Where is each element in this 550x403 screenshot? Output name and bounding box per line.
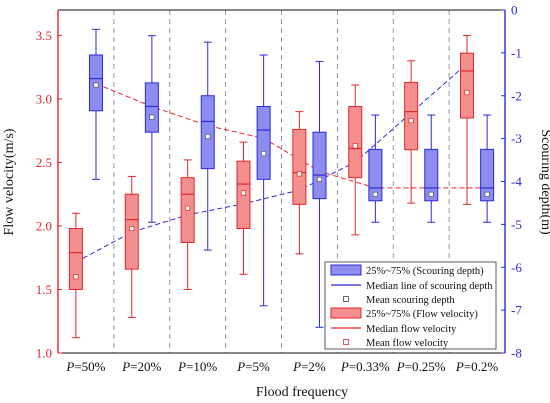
x-tick-label: P=2% <box>292 359 326 374</box>
depth-box-mean-marker <box>205 133 211 140</box>
legend: 25%~75% (Scouring depth) Median line of … <box>324 261 497 350</box>
depth-box-iqr-box <box>312 131 327 200</box>
grid-layer <box>113 10 450 353</box>
y-left-tick-label: 1.5 <box>36 282 52 297</box>
y-left-tick-label: 2.0 <box>36 218 52 233</box>
depth-box-mean-marker <box>93 82 99 88</box>
y-left-tick-label: 2.5 <box>36 155 52 170</box>
legend-velocity-box-swatch <box>330 307 362 319</box>
trend-layer <box>75 63 488 263</box>
axis-layer: 1.0 1.5 2.0 2.5 3.0 3.5 0 -1 -2 -3 -4 -5 -6 -7 -8 P=50%… <box>36 3 523 375</box>
legend-velocity-box-label: 25%~75% (Flow velocity) <box>366 309 478 320</box>
y-right-tick-label: -8 <box>511 346 522 361</box>
legend-depth-mean-label: Mean scouring depth <box>366 295 455 306</box>
depth-box-iqr-box <box>144 82 159 133</box>
legend-depth-mean-swatch <box>343 296 349 302</box>
y-right-tick-label: -2 <box>511 88 522 103</box>
x-axis-title: Flood frequency <box>256 385 348 400</box>
velocity-median-trend-line <box>95 83 488 189</box>
y-axis-left-title: Flow velocity(m/s) <box>2 128 17 235</box>
velocity-box-iqr-box <box>460 52 475 119</box>
legend-frame <box>324 261 497 350</box>
y-right-tick-label: -5 <box>511 217 522 232</box>
box-layer <box>68 28 495 339</box>
velocity-box-iqr-box <box>292 128 307 205</box>
velocity-box-iqr-box <box>68 228 83 290</box>
x-tick-label: P=0.33% <box>340 359 390 374</box>
velocity-box-mean-marker <box>352 143 358 149</box>
velocity-box-mean-marker <box>408 117 414 124</box>
y-right-tick-label: -6 <box>511 260 522 275</box>
x-tick-label: P=20% <box>121 359 161 374</box>
y-right-tick-label: -3 <box>511 131 522 146</box>
depth-box-mean-marker <box>316 176 323 182</box>
depth-box-mean-marker <box>372 191 378 197</box>
legend-depth-box-label: 25%~75% (Scouring depth) <box>366 266 484 277</box>
y-right-tick-label: 0 <box>511 3 518 18</box>
depth-box-mean-marker <box>149 114 155 120</box>
legend-depth-box-swatch <box>330 264 362 276</box>
depth-box-mean-marker <box>261 151 267 157</box>
y-left-tick-label: 1.0 <box>36 346 52 361</box>
legend-velocity-mean-label: Mean flow velocity <box>366 338 449 349</box>
y-axis-right-title: Scouring depth(m) <box>538 129 550 235</box>
y-left-tick-label: 3.5 <box>36 28 52 43</box>
x-tick-label: P=0.2% <box>455 359 499 374</box>
y-right-tick-label: -1 <box>511 45 522 60</box>
x-tick-label: P=5% <box>236 359 270 374</box>
x-tick-label: P=0.25% <box>396 359 446 374</box>
velocity-box-iqr-box <box>124 193 139 270</box>
velocity-box-mean-marker <box>464 90 470 96</box>
velocity-box-mean-marker <box>185 205 191 211</box>
x-tick-label: P=50% <box>65 359 105 374</box>
legend-velocity-mean-swatch <box>343 339 349 345</box>
y-right-tick-label: -4 <box>511 174 522 189</box>
velocity-box-mean-marker <box>296 171 302 177</box>
velocity-box-mean-marker <box>240 190 247 196</box>
velocity-box-mean-marker <box>73 274 79 280</box>
depth-box-mean-marker <box>428 191 434 197</box>
depth-box-mean-marker <box>484 191 490 197</box>
depth-box-iqr-box <box>256 105 271 180</box>
depth-box-iqr-box <box>200 95 215 170</box>
legend-velocity-median-label: Median flow velocity <box>366 324 457 335</box>
depth-median-trend-line <box>75 63 468 263</box>
y-right-tick-label: -7 <box>511 303 522 318</box>
y-left-tick-label: 3.0 <box>36 91 52 106</box>
legend-depth-median-label: Median line of scouring depth <box>366 281 493 292</box>
velocity-box-mean-marker <box>129 225 135 232</box>
velocity-box-iqr-box <box>404 81 419 151</box>
velocity-box-iqr-box <box>348 106 363 179</box>
x-tick-label: P=10% <box>177 359 217 374</box>
